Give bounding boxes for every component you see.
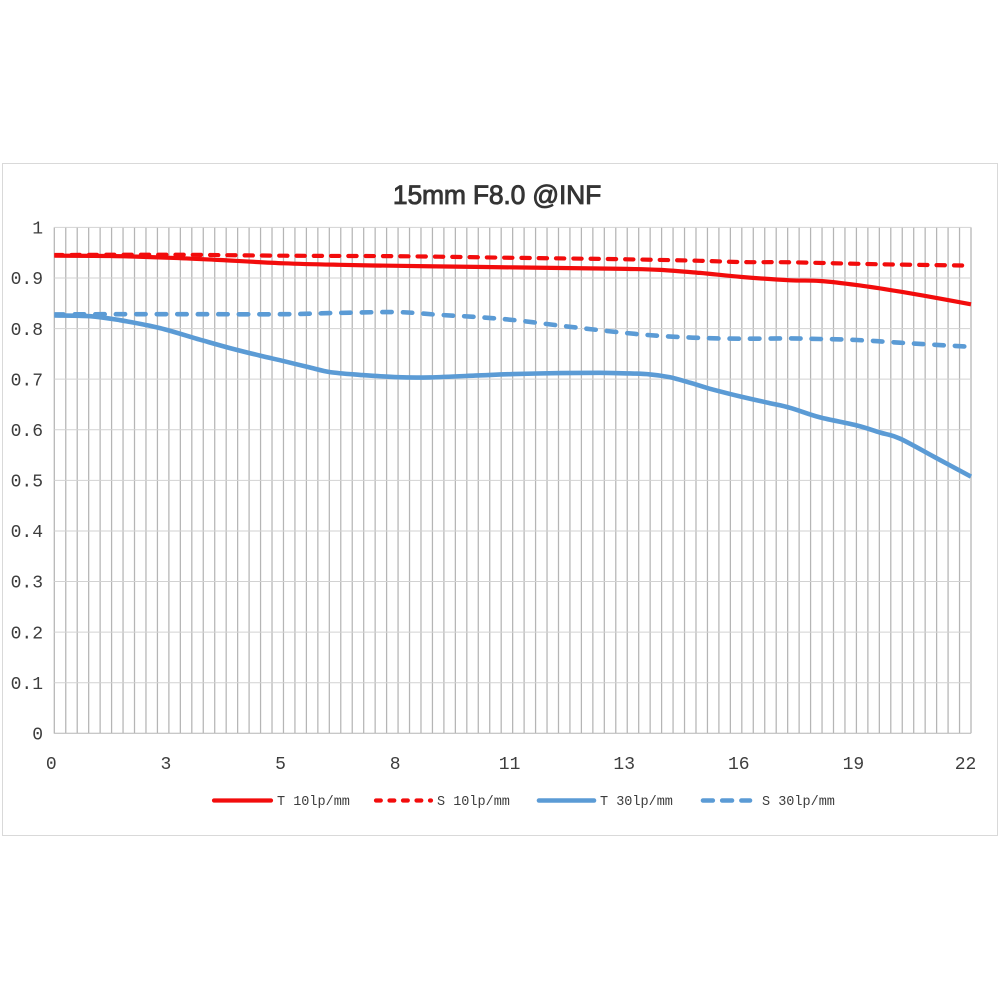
svg-text:0.2: 0.2 xyxy=(11,624,43,644)
svg-text:0.4: 0.4 xyxy=(11,523,43,543)
svg-text:0.3: 0.3 xyxy=(11,574,43,594)
svg-text:S 10lp/mm: S 10lp/mm xyxy=(437,795,510,810)
svg-text:0.8: 0.8 xyxy=(11,321,43,341)
svg-text:1: 1 xyxy=(32,220,43,240)
svg-text:T 30lp/mm: T 30lp/mm xyxy=(600,795,673,810)
svg-text:15mm F8.0 @INF: 15mm F8.0 @INF xyxy=(393,180,601,210)
svg-text:T 10lp/mm: T 10lp/mm xyxy=(277,795,350,810)
svg-text:0.5: 0.5 xyxy=(11,473,43,493)
svg-text:0.1: 0.1 xyxy=(11,675,43,695)
svg-text:0.7: 0.7 xyxy=(11,371,43,391)
svg-text:22: 22 xyxy=(955,755,977,775)
svg-text:0.6: 0.6 xyxy=(11,422,43,442)
svg-text:13: 13 xyxy=(613,755,635,775)
svg-text:8: 8 xyxy=(390,755,401,775)
svg-text:3: 3 xyxy=(160,755,171,775)
svg-text:S 30lp/mm: S 30lp/mm xyxy=(762,795,835,810)
svg-text:0: 0 xyxy=(32,726,43,746)
svg-text:19: 19 xyxy=(843,755,865,775)
svg-text:5: 5 xyxy=(275,755,286,775)
svg-text:0.9: 0.9 xyxy=(11,270,43,290)
svg-text:0: 0 xyxy=(46,755,57,775)
svg-text:16: 16 xyxy=(728,755,750,775)
svg-text:11: 11 xyxy=(499,755,521,775)
